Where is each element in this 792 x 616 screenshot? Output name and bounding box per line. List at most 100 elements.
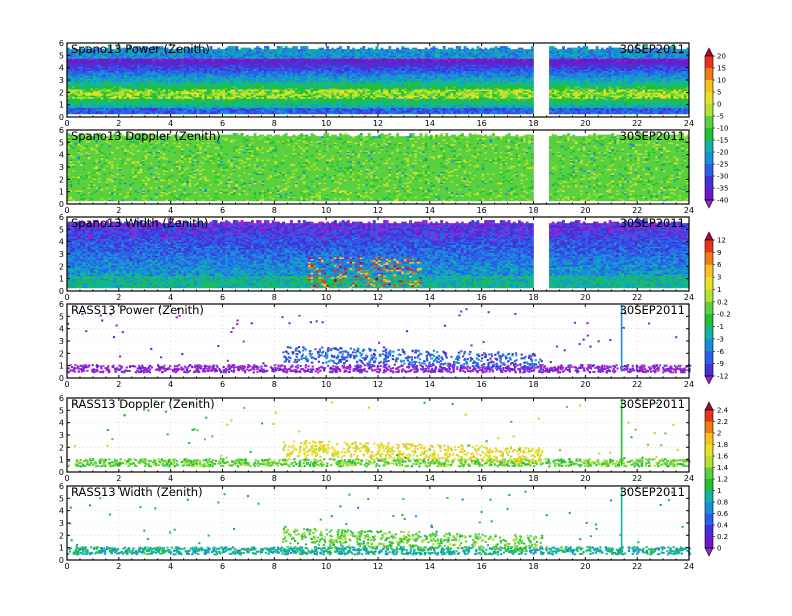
data-point bbox=[447, 537, 449, 539]
data-point bbox=[673, 464, 675, 466]
data-point bbox=[524, 491, 526, 493]
data-point bbox=[339, 536, 341, 538]
data-point bbox=[372, 455, 374, 457]
data-point bbox=[344, 452, 346, 454]
data-point bbox=[106, 445, 108, 447]
data-point bbox=[220, 370, 222, 372]
data-point bbox=[203, 368, 205, 370]
data-point bbox=[388, 537, 390, 539]
data-point bbox=[332, 447, 334, 449]
data-point bbox=[417, 448, 419, 450]
data-point bbox=[667, 460, 669, 462]
data-point bbox=[220, 455, 222, 457]
data-point bbox=[437, 540, 439, 542]
data-point bbox=[458, 539, 460, 541]
data-point bbox=[113, 336, 115, 338]
data-point bbox=[395, 551, 397, 553]
data-point bbox=[629, 461, 631, 463]
data-point bbox=[478, 461, 480, 463]
data-point bbox=[311, 453, 313, 455]
data-point bbox=[429, 535, 431, 537]
data-point bbox=[107, 367, 109, 369]
data-point bbox=[253, 365, 255, 367]
data-point bbox=[596, 548, 598, 550]
data-point bbox=[385, 550, 387, 552]
data-point bbox=[441, 549, 443, 551]
data-point bbox=[677, 460, 679, 462]
data-point bbox=[405, 457, 407, 459]
data-point bbox=[361, 371, 363, 373]
data-point bbox=[288, 550, 290, 552]
data-point bbox=[517, 453, 519, 455]
data-point bbox=[364, 359, 366, 361]
data-point bbox=[314, 348, 316, 350]
data-point bbox=[683, 371, 685, 373]
data-point bbox=[114, 462, 116, 464]
data-point bbox=[344, 459, 346, 461]
data-point bbox=[230, 419, 232, 421]
data-point bbox=[425, 455, 427, 457]
data-point bbox=[474, 536, 476, 538]
data-point bbox=[111, 461, 113, 463]
data-point bbox=[435, 367, 437, 369]
data-point bbox=[479, 537, 481, 539]
data-point bbox=[108, 371, 110, 373]
data-point bbox=[327, 348, 329, 350]
data-point bbox=[682, 526, 684, 528]
data-point bbox=[470, 344, 472, 346]
data-point bbox=[646, 462, 648, 464]
data-point bbox=[412, 350, 414, 352]
data-point bbox=[533, 552, 535, 554]
data-point bbox=[660, 444, 662, 446]
data-point bbox=[309, 353, 311, 355]
data-point bbox=[442, 358, 444, 360]
data-point bbox=[329, 544, 331, 546]
data-point bbox=[670, 465, 672, 467]
data-point bbox=[143, 368, 145, 370]
data-point bbox=[680, 463, 682, 465]
data-point bbox=[372, 537, 374, 539]
data-point bbox=[336, 357, 338, 359]
data-point bbox=[352, 351, 354, 353]
data-point bbox=[209, 548, 211, 550]
data-point bbox=[392, 370, 394, 372]
data-point bbox=[379, 449, 381, 451]
data-point bbox=[243, 462, 245, 464]
data-point bbox=[352, 464, 354, 466]
data-point bbox=[135, 465, 137, 467]
data-point bbox=[493, 364, 495, 366]
data-point bbox=[195, 460, 197, 462]
data-point bbox=[307, 454, 309, 456]
data-point bbox=[570, 464, 572, 466]
data-point bbox=[468, 353, 470, 355]
data-point bbox=[505, 367, 507, 369]
data-point bbox=[169, 532, 171, 534]
data-point bbox=[114, 548, 116, 550]
data-point bbox=[343, 455, 345, 457]
data-point bbox=[456, 366, 458, 368]
data-point bbox=[164, 370, 166, 372]
data-point bbox=[493, 456, 495, 458]
data-point bbox=[344, 533, 346, 535]
data-point bbox=[449, 534, 451, 536]
data-point bbox=[445, 539, 447, 541]
data-point bbox=[327, 444, 329, 446]
data-point bbox=[375, 465, 377, 467]
data-point bbox=[342, 464, 344, 466]
data-point bbox=[320, 531, 322, 533]
data-point bbox=[363, 543, 365, 545]
data-point bbox=[359, 543, 361, 545]
data-point bbox=[68, 367, 70, 369]
data-point bbox=[541, 535, 543, 537]
data-point bbox=[417, 350, 419, 352]
data-point bbox=[556, 346, 558, 348]
data-point bbox=[648, 323, 650, 325]
data-point bbox=[215, 460, 217, 462]
data-point bbox=[340, 463, 342, 465]
data-point bbox=[510, 363, 512, 365]
data-point bbox=[323, 551, 325, 553]
data-point bbox=[364, 450, 366, 452]
data-point bbox=[289, 542, 291, 544]
data-point bbox=[457, 359, 459, 361]
data-point bbox=[277, 548, 279, 550]
